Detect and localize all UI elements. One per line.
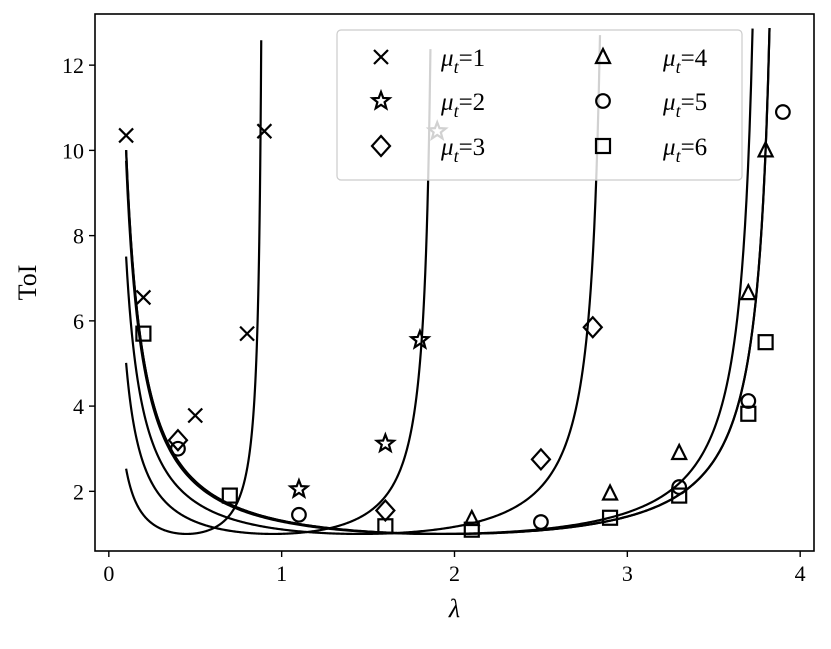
data-point [774, 104, 791, 120]
legend-label-symbol: μ [440, 134, 454, 161]
data-point [374, 498, 396, 523]
data-point [135, 289, 152, 306]
x-tick-label: 2 [449, 561, 460, 586]
legend-label: μt=2 [440, 89, 485, 121]
legend-label-value: =5 [681, 89, 708, 116]
y-tick-label: 8 [73, 224, 84, 249]
legend-label-symbol: μ [662, 134, 676, 161]
legend-label: μt=1 [440, 45, 485, 77]
fit-curve [125, 35, 602, 536]
legend-box [336, 29, 743, 181]
x-axis-label: λ [448, 594, 460, 623]
data-point [287, 477, 311, 500]
fit-curve [125, 40, 263, 536]
legend: μt=1μt=2μt=3μt=4μt=5μt=6 [336, 29, 743, 181]
data-point [135, 325, 152, 342]
legend-label: μt=3 [440, 134, 485, 166]
legend-label: μt=6 [662, 134, 707, 166]
y-tick-label: 12 [62, 53, 84, 78]
legend-label-symbol: μ [662, 89, 676, 116]
data-point [739, 282, 758, 301]
legend-marker [369, 88, 393, 111]
x-tick-label: 0 [103, 561, 114, 586]
y-tick-label: 10 [62, 138, 84, 163]
data-point [221, 487, 238, 504]
legend-label-value: =4 [681, 45, 708, 72]
data-point [601, 483, 619, 501]
data-point [239, 325, 255, 342]
legend-label-value: =6 [681, 134, 708, 161]
legend-label-value: =2 [459, 89, 486, 116]
data-point [740, 405, 757, 422]
data-point [408, 327, 432, 350]
x-tick-label: 4 [795, 561, 806, 586]
data-point [170, 440, 186, 457]
data-point [377, 518, 394, 535]
legend-label-subscript: t [454, 57, 460, 77]
fit-curves [125, 28, 771, 536]
legend-label-value: =1 [459, 45, 486, 72]
legend-label-subscript: t [676, 146, 682, 166]
legend-label-subscript: t [454, 101, 460, 121]
legend-marker [595, 93, 611, 109]
data-point [671, 479, 688, 495]
legend-marker [594, 137, 612, 155]
data-markers [118, 104, 791, 538]
legend-label-symbol: μ [440, 89, 454, 116]
legend-label-subscript: t [676, 57, 682, 77]
y-tick-label: 2 [73, 479, 84, 504]
legend-label-value: =3 [459, 134, 486, 161]
legend-marker [594, 46, 612, 65]
legend-label-subscript: t [454, 146, 460, 166]
data-point [757, 334, 774, 351]
x-tick-label: 1 [276, 561, 287, 586]
y-tick-label: 4 [73, 394, 84, 419]
data-point [256, 123, 273, 139]
data-point [530, 447, 552, 472]
legend-label: μt=4 [662, 45, 708, 77]
y-axis-label: ToI [13, 265, 42, 301]
data-point [533, 514, 549, 530]
plot-frame [94, 13, 815, 552]
fit-curve [125, 28, 771, 536]
data-point [671, 487, 688, 504]
fit-curve [125, 49, 432, 536]
data-point [118, 127, 134, 144]
data-point [291, 506, 307, 523]
legend-marker [373, 49, 389, 65]
data-point [756, 139, 775, 158]
data-point [373, 431, 397, 454]
x-tick-label: 3 [622, 561, 633, 586]
legend-label-symbol: μ [440, 45, 454, 72]
data-point [582, 315, 604, 339]
data-point [463, 508, 481, 527]
data-point [601, 509, 619, 526]
data-point [187, 407, 204, 424]
data-point [463, 521, 480, 538]
legend-label: μt=5 [662, 89, 707, 121]
legend-label-subscript: t [676, 101, 682, 121]
legend-label-symbol: μ [662, 45, 676, 72]
y-tick-label: 6 [73, 309, 84, 334]
legend-marker [370, 134, 392, 158]
data-point [670, 442, 688, 461]
data-point [167, 428, 189, 452]
